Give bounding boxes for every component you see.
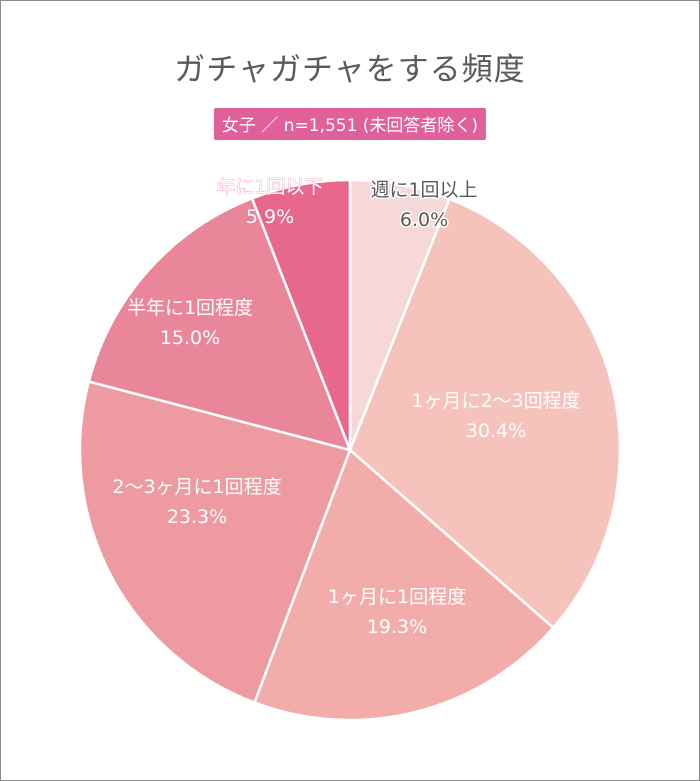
slice-value-label-2: 30.4% [466,420,526,442]
slice-category-label-4: 2〜3ヶ月に1回程度 [112,476,281,498]
slice-value-label-6: 5.9% [246,206,294,228]
pie-slice-4 [78,380,352,704]
slice-value-label-3: 19.3% [367,616,427,638]
pie-slice-3 [253,448,555,722]
slice-category-label-3: 1ヶ月に1回程度 [328,586,466,608]
chart-title: ガチャガチャをする頻度 [174,52,526,88]
slice-category-label-5: 半年に1回程度 [127,297,253,319]
slice-value-label-5: 15.0% [160,327,220,349]
pie-slice-2 [348,197,622,629]
chart-subtitle: 女子 ／ n=1,551 (未回答者除く) [213,108,487,140]
pie-slice-5 [87,197,352,452]
pie-slice-6 [250,178,352,452]
slice-category-label-1: 週に1回以上 [370,179,477,201]
subtitle-wrap: 女子 ／ n=1,551 (未回答者除く) [0,108,700,140]
slice-category-label-6: 年に1回以下 [216,176,323,198]
slice-value-label-1: 6.0% [400,209,448,231]
slice-value-label-4: 23.3% [167,506,227,528]
slice-category-label-2: 1ヶ月に2〜3回程度 [411,390,580,412]
